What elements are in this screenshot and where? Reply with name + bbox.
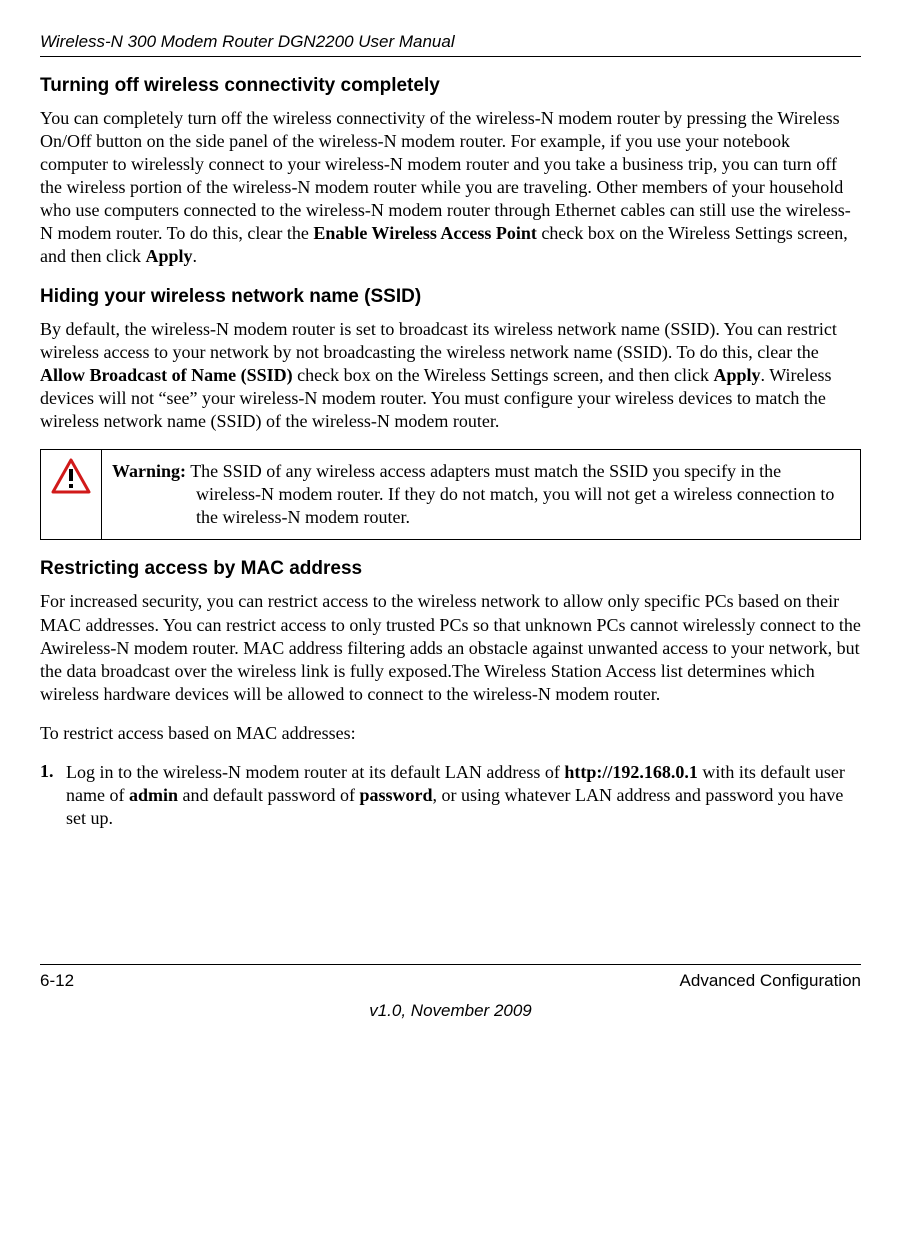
warning-text-cell: Warning: The SSID of any wireless access… xyxy=(102,450,861,540)
step-1: 1. Log in to the wireless-N modem router… xyxy=(40,761,861,830)
text: Log in to the wireless-N modem router at… xyxy=(66,762,564,782)
step-1-number: 1. xyxy=(40,761,66,830)
bold-password: password xyxy=(359,785,432,805)
para-restricting-mac-1: For increased security, you can restrict… xyxy=(40,590,861,705)
bold-enable-wap: Enable Wireless Access Point xyxy=(313,223,537,243)
para-restricting-mac-2: To restrict access based on MAC addresse… xyxy=(40,722,861,745)
footer-row: 6-12 Advanced Configuration xyxy=(40,965,861,991)
text: . xyxy=(193,246,198,266)
text: check box on the Wireless Settings scree… xyxy=(293,365,714,385)
warning-text: Warning: The SSID of any wireless access… xyxy=(112,460,848,529)
warning-body: The SSID of any wireless access adapters… xyxy=(186,461,834,527)
para-turning-off-wireless: You can completely turn off the wireless… xyxy=(40,107,861,268)
heading-hiding-ssid: Hiding your wireless network name (SSID) xyxy=(40,286,861,308)
header-rule xyxy=(40,56,861,57)
para-hiding-ssid: By default, the wireless-N modem router … xyxy=(40,318,861,433)
bold-apply-2: Apply xyxy=(714,365,761,385)
warning-box: Warning: The SSID of any wireless access… xyxy=(40,449,861,540)
text: By default, the wireless-N modem router … xyxy=(40,319,837,362)
footer-version: v1.0, November 2009 xyxy=(40,1001,861,1021)
warning-icon-cell xyxy=(41,450,102,540)
step-1-body: Log in to the wireless-N modem router at… xyxy=(66,761,861,830)
footer-section-title: Advanced Configuration xyxy=(680,971,861,991)
heading-restricting-mac: Restricting access by MAC address xyxy=(40,558,861,580)
warning-label: Warning: xyxy=(112,461,186,481)
bold-apply: Apply xyxy=(145,246,192,266)
warning-triangle-icon xyxy=(51,458,91,494)
running-header: Wireless-N 300 Modem Router DGN2200 User… xyxy=(40,32,861,52)
heading-turning-off-wireless: Turning off wireless connectivity comple… xyxy=(40,75,861,97)
bold-url: http://192.168.0.1 xyxy=(564,762,698,782)
text: and default password of xyxy=(178,785,359,805)
bold-allow-broadcast: Allow Broadcast of Name (SSID) xyxy=(40,365,293,385)
footer-page-number: 6-12 xyxy=(40,971,74,991)
bold-admin: admin xyxy=(129,785,178,805)
